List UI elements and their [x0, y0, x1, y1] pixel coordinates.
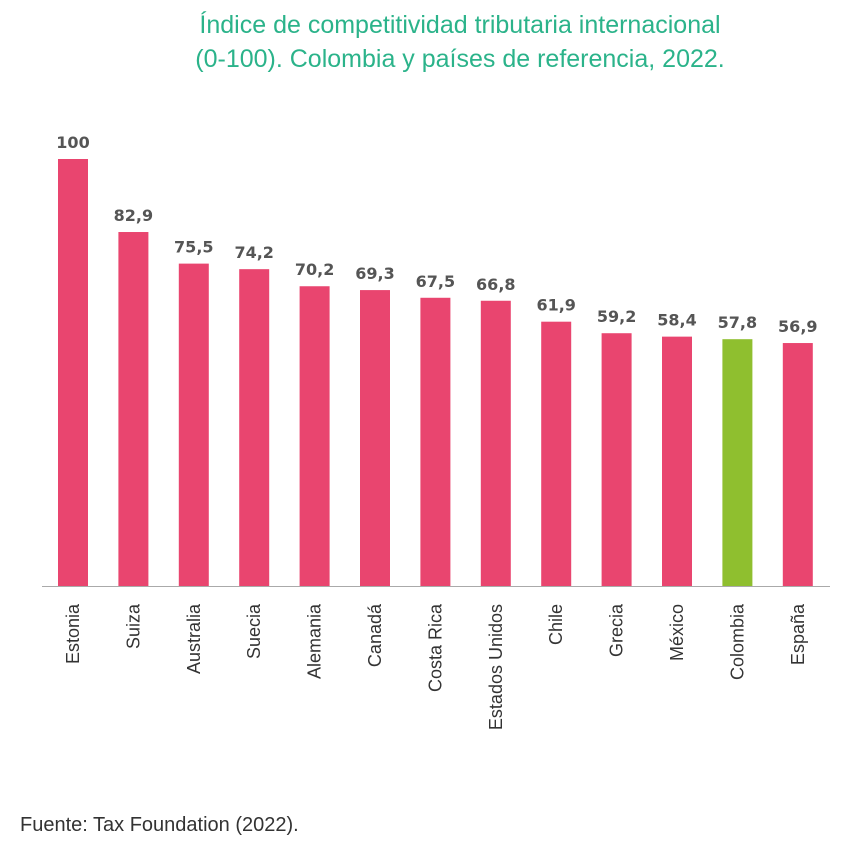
category-label: Colombia: [727, 603, 747, 680]
value-label: 58,4: [657, 311, 696, 330]
value-label: 59,2: [597, 307, 636, 326]
value-label: 74,2: [234, 243, 273, 262]
category-label: Costa Rica: [425, 603, 445, 692]
bar-estados-unidos: [480, 300, 511, 586]
category-label: Estados Unidos: [486, 604, 506, 730]
chart-title: Índice de competitividad tributaria inte…: [0, 8, 853, 76]
source-note: Fuente: Tax Foundation (2022).: [20, 814, 299, 836]
value-label: 100: [56, 133, 89, 152]
bar-costa-rica: [420, 297, 451, 586]
value-labels-group: 100 82,9 75,5 74,2 70,2 69,3 67,5 66,8 61,9 59,2 5…: [56, 133, 817, 336]
bar-grecia: [601, 333, 632, 586]
bar-españa: [782, 343, 813, 586]
value-label: 75,5: [174, 238, 213, 257]
value-label: 70,2: [295, 260, 334, 279]
bars-group: [58, 159, 813, 586]
category-label: Alemania: [305, 603, 325, 679]
value-label: 66,8: [476, 275, 515, 294]
bar-colombia: [722, 339, 753, 586]
category-label: Estonia: [63, 603, 83, 664]
bar-canadá: [360, 290, 390, 586]
category-label: México: [667, 604, 687, 661]
value-label: 56,9: [778, 317, 817, 336]
chart-title-line-2: (0-100). Colombia y países de referencia…: [195, 45, 725, 73]
category-label: Chile: [546, 604, 566, 645]
bar-méxico: [662, 336, 692, 586]
bar-suiza: [118, 232, 149, 586]
bar-chile: [541, 321, 572, 586]
category-label: Suiza: [123, 603, 143, 649]
value-label: 69,3: [355, 264, 394, 283]
value-label: 67,5: [416, 272, 455, 291]
category-label: Suecia: [244, 603, 264, 659]
value-label: 61,9: [536, 296, 575, 315]
category-label: Australia: [184, 603, 204, 674]
bar-australia: [178, 263, 209, 586]
category-labels-group: Estonia Suiza Australia Suecia Alemania Canad…: [63, 603, 808, 730]
bar-estonia: [58, 159, 88, 586]
category-label: Canadá: [365, 603, 385, 667]
bar-alemania: [299, 286, 330, 586]
category-label: España: [788, 603, 808, 665]
bar-chart: 100 82,9 75,5 74,2 70,2 69,3 67,5 66,8 61,9 59,2 5…: [42, 133, 830, 730]
chart-title-line-1: Índice de competitividad tributaria inte…: [199, 11, 721, 39]
value-label: 57,8: [718, 313, 757, 332]
bar-suecia: [239, 269, 270, 586]
category-label: Grecia: [607, 603, 627, 657]
value-label: 82,9: [114, 206, 153, 225]
